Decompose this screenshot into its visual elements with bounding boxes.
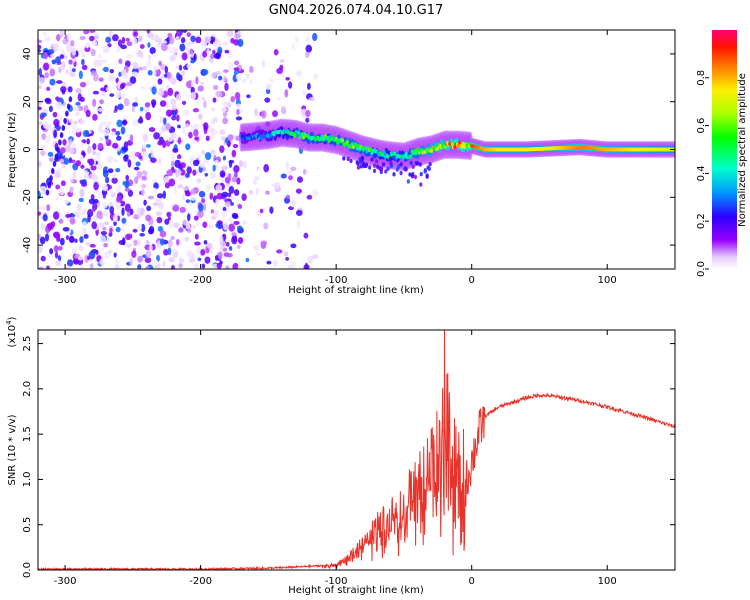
snr-panel: -300 -200 -100 0 100 0.0 0.5 1.0 1.5 2.0 2.5 Heigh…: [5, 316, 676, 596]
snr-scale-label: (x10: [7, 325, 18, 348]
spectrogram-xtick-label: -300: [54, 275, 77, 286]
snr-series-line: [38, 330, 675, 570]
snr-xtick-label: 100: [598, 576, 617, 587]
spectrogram-xtick-label: -100: [325, 275, 348, 286]
spectrogram-ridge: [239, 118, 675, 187]
snr-scale-exponent: 4: [5, 320, 13, 325]
snr-ytick-label: 1.0: [22, 471, 33, 487]
snr-xtick-label: -100: [325, 576, 348, 587]
snr-axes: -300 -200 -100 0 100 0.0 0.5 1.0 1.5 2.0 2.5: [22, 330, 675, 587]
spectrogram-xtick-label: 100: [598, 275, 617, 286]
spectrogram-image: [38, 30, 675, 269]
snr-xlabel: Height of straight line (km): [288, 585, 424, 596]
snr-ylabel: SNR (10 * v/v): [7, 414, 18, 485]
spectrogram-xtick-label: 0: [469, 275, 475, 286]
snr-ytick-label: 2.5: [22, 336, 33, 352]
spectrogram-ytick-label: 20: [22, 95, 33, 108]
colorbar: 0.0 0.2 0.4 0.6 0.8 Normalized spectral ampl…: [696, 30, 748, 277]
snr-ytick-label: 1.5: [22, 426, 33, 442]
spectrogram-ytick-label: -40: [22, 237, 33, 253]
spectrogram-ytick-label: -20: [22, 189, 33, 205]
snr-ytick-label: 0.0: [22, 562, 33, 578]
colorbar-axes: 0.0 0.2 0.4 0.6 0.8: [696, 70, 709, 277]
spectrogram-xlabel: Height of straight line (km): [288, 285, 424, 296]
spectrogram-noise: [38, 30, 319, 269]
spectrogram-xtick-label: -200: [189, 275, 212, 286]
colorbar-tick-label: 0.4: [696, 165, 707, 181]
spectrogram-ytick-label: 0: [22, 146, 33, 152]
snr-ytick-label: 2.0: [22, 381, 33, 397]
snr-xtick-label: 0: [469, 576, 475, 587]
colorbar-tick-label: 0.6: [696, 118, 707, 134]
svg-text:(x104): (x104): [5, 316, 18, 347]
snr-xtick-label: -200: [189, 576, 212, 587]
snr-xtick-label: -300: [54, 576, 77, 587]
spectrogram-ytick-label: 40: [22, 48, 33, 61]
colorbar-tick-label: 0.0: [696, 261, 707, 277]
colorbar-tick-label: 0.8: [696, 70, 707, 86]
colorbar-tick-label: 0.2: [696, 213, 707, 229]
snr-ytick-label: 0.5: [22, 517, 33, 533]
colorbar-gradient: [712, 30, 737, 269]
snr-scale-factor: (x104): [5, 316, 18, 347]
colorbar-label: Normalized spectral amplitude: [737, 73, 748, 227]
snr-frame: [37, 329, 676, 571]
figure-title: GN04.2026.074.04.10.G17: [269, 3, 444, 18]
spectrogram-ylabel: Frequency (Hz): [7, 112, 18, 188]
